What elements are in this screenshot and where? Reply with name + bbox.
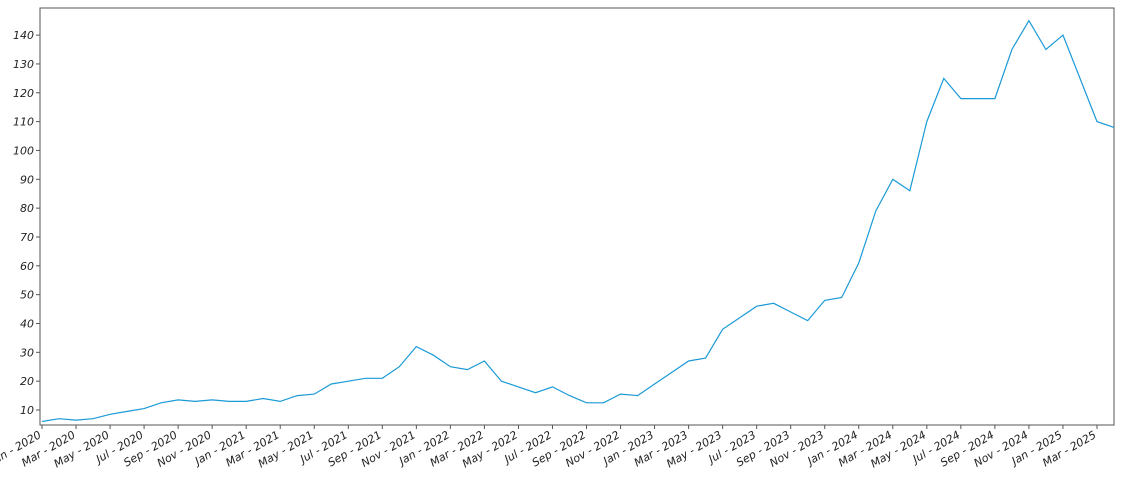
y-tick-label: 20 xyxy=(20,375,34,388)
y-tick-label: 40 xyxy=(20,317,34,330)
y-tick-label: 130 xyxy=(13,58,34,71)
y-tick-label: 60 xyxy=(20,260,34,273)
y-tick-label: 70 xyxy=(20,231,34,244)
y-tick-label: 30 xyxy=(20,346,34,359)
y-tick-label: 80 xyxy=(20,202,34,215)
y-tick-label: 110 xyxy=(13,116,34,129)
y-tick-label: 140 xyxy=(13,29,34,42)
y-tick-label: 90 xyxy=(20,173,34,186)
price-line xyxy=(41,19,1115,423)
y-tick-label: 120 xyxy=(13,87,34,100)
plot-frame xyxy=(39,7,1115,426)
y-tick-label: 50 xyxy=(20,289,34,302)
y-tick-label: 10 xyxy=(20,404,34,417)
y-tick-label: 100 xyxy=(13,144,34,157)
